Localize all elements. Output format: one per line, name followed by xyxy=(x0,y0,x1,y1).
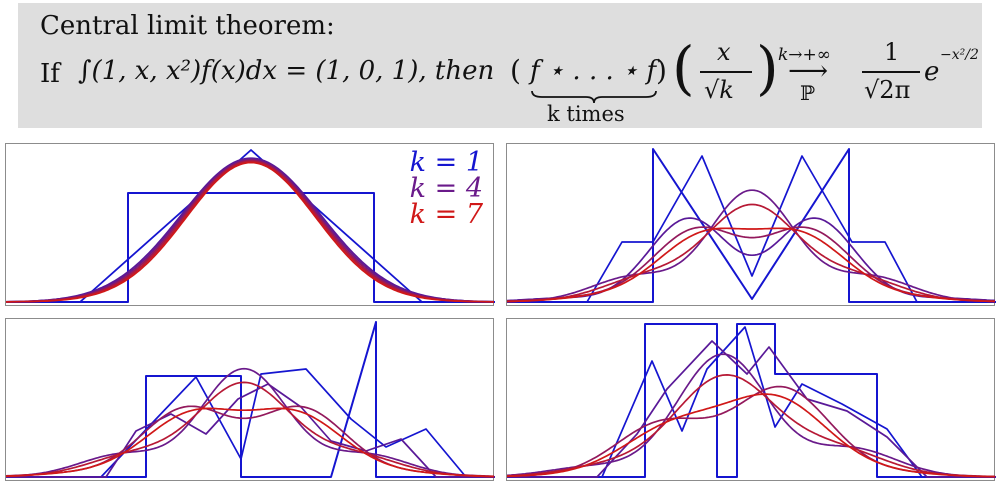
gaussian-denominator: √2π xyxy=(864,76,911,104)
underbrace-icon xyxy=(531,90,657,104)
curve-k2 xyxy=(507,155,996,303)
curve-k1 xyxy=(6,192,495,303)
convolution-expression: f ⋆ . . . ⋆ f xyxy=(530,56,657,86)
panel-irregular-density xyxy=(5,318,495,481)
panel-uniform-density: k = 1 k = 4 k = 7 xyxy=(5,143,495,306)
panel-stepped-density xyxy=(506,318,996,481)
gaussian-exponent: −x²/2 xyxy=(940,47,979,63)
curve-k7 xyxy=(6,407,495,478)
scaling-fraction-bar xyxy=(700,71,752,73)
curve-k7 xyxy=(507,227,995,303)
curve-k6 xyxy=(507,374,995,478)
curve-k4 xyxy=(507,189,995,303)
curve-k1 xyxy=(6,321,495,478)
curve-k4 xyxy=(6,367,495,478)
curve-k7 xyxy=(6,161,494,303)
curve-k6 xyxy=(6,381,495,478)
big-open-paren: ( xyxy=(672,34,695,102)
curve-k5 xyxy=(507,385,996,478)
condition-prefix: If xyxy=(40,59,60,89)
limit-subscript: k→+∞ xyxy=(778,45,831,65)
convolution-count-label: k times xyxy=(547,102,625,126)
legend-k4: k = 4 xyxy=(409,173,483,204)
scaling-numerator: x xyxy=(717,38,731,66)
limit-arrow-icon: ⟶ xyxy=(788,54,829,87)
curve-k2 xyxy=(6,149,495,303)
curve-k6 xyxy=(507,203,996,303)
gaussian-exponential: e xyxy=(924,57,940,87)
probability-label: ℙ xyxy=(800,81,816,105)
density-plot-1 xyxy=(6,149,495,303)
legend: k = 1 k = 4 k = 7 xyxy=(409,147,483,230)
convolution-open-paren: ( xyxy=(510,54,521,87)
density-plot-2 xyxy=(507,148,996,303)
curve-k7 xyxy=(507,393,996,478)
theorem-banner: Central limit theorem: If ∫(1, x, x²)f(x… xyxy=(18,3,982,128)
theorem-title: Central limit theorem: xyxy=(40,11,335,41)
density-plot-4 xyxy=(507,323,996,478)
legend-k7: k = 7 xyxy=(409,199,483,230)
gaussian-fraction-bar xyxy=(862,71,920,73)
moment-condition: ∫(1, x, x²)f(x)dx = (1, 0, 1), then xyxy=(78,56,495,86)
density-plot-3 xyxy=(6,321,495,478)
gaussian-numerator: 1 xyxy=(884,38,900,66)
panel-v-shaped-density xyxy=(506,143,996,306)
legend-k1: k = 1 xyxy=(409,147,483,178)
big-close-paren: ) xyxy=(756,34,779,102)
curve-k3 xyxy=(507,217,996,302)
scaling-denominator: √k xyxy=(704,76,734,104)
curve-k3 xyxy=(507,340,996,478)
curve-k1 xyxy=(507,323,996,478)
curve-k1 xyxy=(507,148,996,303)
curve-k2 xyxy=(507,326,996,478)
curve-k4 xyxy=(507,353,995,478)
curve-k2 xyxy=(6,368,495,478)
convolution-close-paren: ) xyxy=(656,54,667,87)
curve-k3 xyxy=(6,157,495,303)
